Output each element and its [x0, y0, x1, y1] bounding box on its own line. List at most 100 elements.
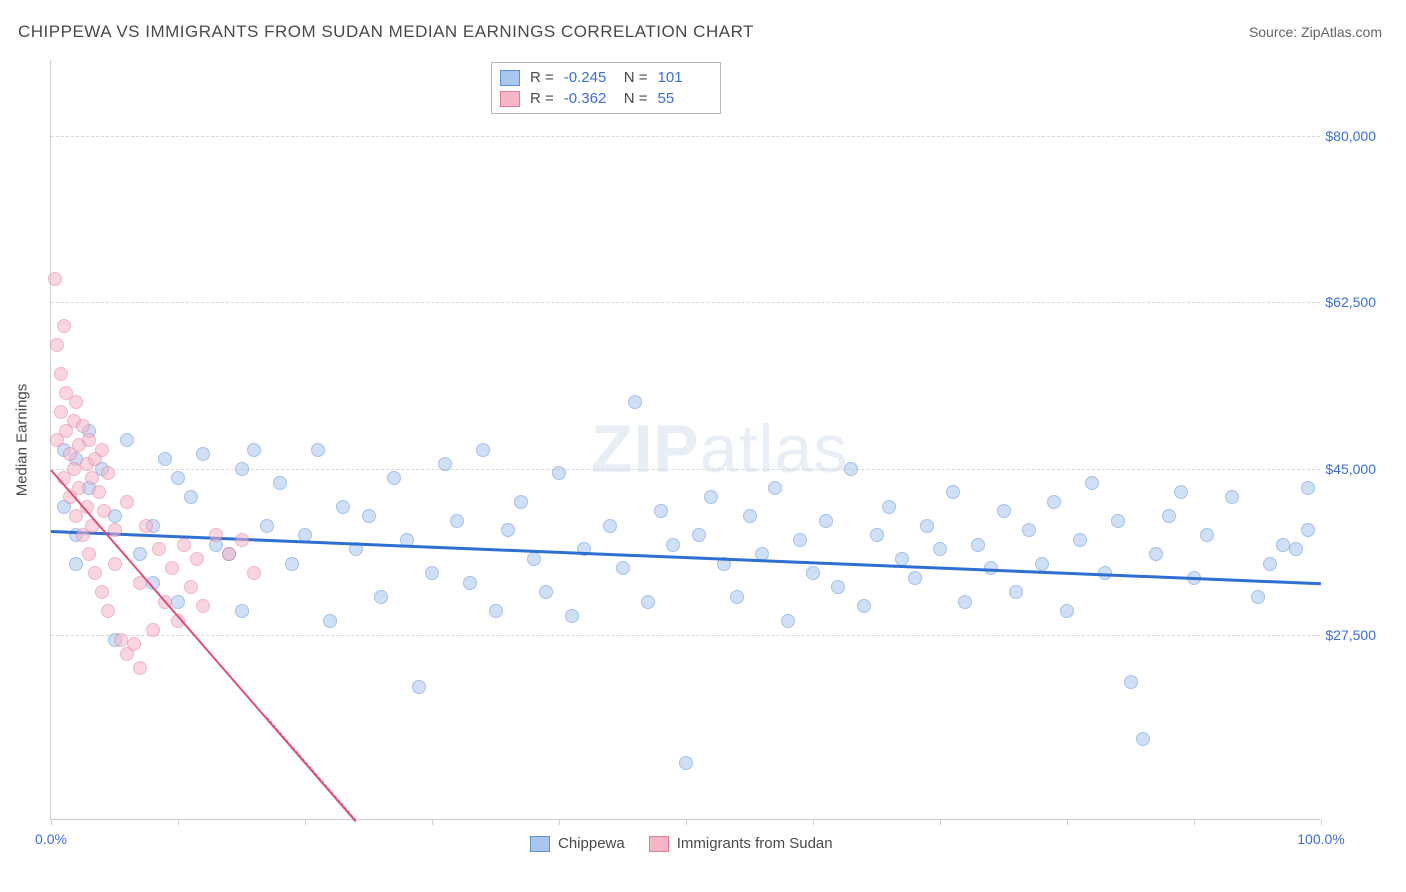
stat-r-value: -0.362 [564, 90, 614, 107]
data-point [95, 585, 109, 599]
data-point [539, 585, 553, 599]
data-point [88, 566, 102, 580]
data-point [412, 680, 426, 694]
x-tick-label: 100.0% [1297, 831, 1344, 847]
data-point [1009, 585, 1023, 599]
stat-r-value: -0.245 [564, 69, 614, 86]
data-point [82, 433, 96, 447]
data-point [768, 481, 782, 495]
data-point [336, 500, 350, 514]
data-point [1263, 557, 1277, 571]
data-point [1047, 495, 1061, 509]
data-point [127, 637, 141, 651]
data-point [933, 542, 947, 556]
data-point [171, 471, 185, 485]
y-tick-label: $80,000 [1324, 128, 1376, 144]
chart-title: CHIPPEWA VS IMMIGRANTS FROM SUDAN MEDIAN… [18, 22, 754, 42]
chart-area: Median Earnings ZIPatlas R = -0.245N = 1… [50, 60, 1380, 820]
data-point [247, 566, 261, 580]
data-point [139, 519, 153, 533]
data-point [1149, 547, 1163, 561]
data-point [1085, 476, 1099, 490]
gridline [51, 635, 1320, 636]
data-point [958, 595, 972, 609]
data-point [641, 595, 655, 609]
data-point [654, 504, 668, 518]
data-point [72, 481, 86, 495]
data-point [501, 523, 515, 537]
data-point [323, 614, 337, 628]
data-point [781, 614, 795, 628]
data-point [82, 547, 96, 561]
data-point [971, 538, 985, 552]
legend-swatch [500, 91, 520, 107]
data-point [260, 519, 274, 533]
data-point [152, 542, 166, 556]
stats-row: R = -0.245N = 101 [500, 67, 708, 88]
stats-row: R = -0.362N = 55 [500, 88, 708, 109]
data-point [908, 571, 922, 585]
data-point [704, 490, 718, 504]
data-point [679, 756, 693, 770]
legend-swatch [530, 836, 550, 852]
data-point [565, 609, 579, 623]
legend-swatch [500, 70, 520, 86]
data-point [1174, 485, 1188, 499]
x-tick [559, 819, 560, 825]
data-point [628, 395, 642, 409]
stat-n-label: N = [624, 90, 648, 107]
data-point [69, 557, 83, 571]
data-point [120, 433, 134, 447]
data-point [235, 462, 249, 476]
data-point [54, 367, 68, 381]
data-point [177, 538, 191, 552]
data-point [362, 509, 376, 523]
data-point [450, 514, 464, 528]
data-point [95, 443, 109, 457]
data-point [1060, 604, 1074, 618]
y-tick-label: $27,500 [1324, 627, 1376, 643]
data-point [476, 443, 490, 457]
data-point [285, 557, 299, 571]
watermark: ZIPatlas [591, 410, 848, 488]
data-point [196, 447, 210, 461]
data-point [133, 661, 147, 675]
legend-item: Chippewa [530, 835, 625, 852]
data-point [184, 490, 198, 504]
data-point [463, 576, 477, 590]
data-point [85, 471, 99, 485]
data-point [552, 466, 566, 480]
data-point [190, 552, 204, 566]
data-point [48, 272, 62, 286]
data-point [793, 533, 807, 547]
data-point [806, 566, 820, 580]
x-tick [305, 819, 306, 825]
x-tick [51, 819, 52, 825]
data-point [1301, 523, 1315, 537]
x-tick [432, 819, 433, 825]
data-point [247, 443, 261, 457]
gridline [51, 302, 1320, 303]
legend-swatch [649, 836, 669, 852]
data-point [1200, 528, 1214, 542]
data-point [92, 485, 106, 499]
data-point [920, 519, 934, 533]
stat-n-value: 55 [658, 90, 708, 107]
data-point [50, 338, 64, 352]
data-point [1301, 481, 1315, 495]
data-point [438, 457, 452, 471]
data-point [158, 452, 172, 466]
data-point [273, 476, 287, 490]
data-point [1073, 533, 1087, 547]
data-point [1136, 732, 1150, 746]
data-point [616, 561, 630, 575]
data-point [870, 528, 884, 542]
legend-label: Chippewa [558, 835, 625, 852]
data-point [514, 495, 528, 509]
data-point [101, 466, 115, 480]
data-point [54, 405, 68, 419]
trend-line-extrapolated [267, 718, 357, 821]
data-point [196, 599, 210, 613]
data-point [209, 528, 223, 542]
data-point [97, 504, 111, 518]
